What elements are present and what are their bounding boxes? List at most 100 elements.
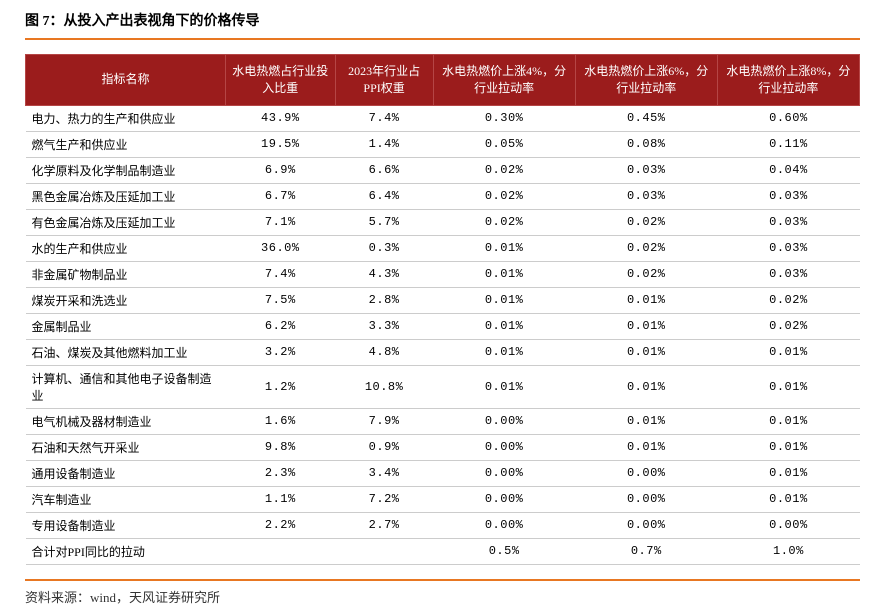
top-divider bbox=[25, 38, 860, 40]
row-value: 0.60% bbox=[717, 105, 859, 131]
table-row: 合计对PPI同比的拉动0.5%0.7%1.0% bbox=[26, 538, 860, 564]
row-value: 0.01% bbox=[575, 365, 717, 408]
row-label: 水的生产和供应业 bbox=[26, 235, 226, 261]
row-value: 0.02% bbox=[433, 157, 575, 183]
price-transmission-table: 指标名称 水电热燃占行业投入比重 2023年行业占PPI权重 水电热燃价上涨4%… bbox=[25, 54, 860, 565]
row-value: 4.3% bbox=[335, 261, 433, 287]
row-value: 2.7% bbox=[335, 512, 433, 538]
row-value: 0.3% bbox=[335, 235, 433, 261]
row-value: 2.3% bbox=[226, 460, 336, 486]
row-value: 0.01% bbox=[717, 460, 859, 486]
row-value: 0.01% bbox=[717, 486, 859, 512]
table-row: 有色金属冶炼及压延加工业7.1%5.7%0.02%0.02%0.03% bbox=[26, 209, 860, 235]
bottom-divider bbox=[25, 579, 860, 581]
table-row: 石油和天然气开采业9.8%0.9%0.00%0.01%0.01% bbox=[26, 434, 860, 460]
table-row: 电力、热力的生产和供应业43.9%7.4%0.30%0.45%0.60% bbox=[26, 105, 860, 131]
table-row: 石油、煤炭及其他燃料加工业3.2%4.8%0.01%0.01%0.01% bbox=[26, 339, 860, 365]
row-value: 0.05% bbox=[433, 131, 575, 157]
row-value: 0.11% bbox=[717, 131, 859, 157]
row-value: 0.9% bbox=[335, 434, 433, 460]
table-row: 非金属矿物制品业7.4%4.3%0.01%0.02%0.03% bbox=[26, 261, 860, 287]
row-label: 黑色金属冶炼及压延加工业 bbox=[26, 183, 226, 209]
row-value: 0.00% bbox=[433, 434, 575, 460]
row-value: 3.3% bbox=[335, 313, 433, 339]
row-value: 0.01% bbox=[717, 408, 859, 434]
row-value: 7.2% bbox=[335, 486, 433, 512]
row-value: 7.4% bbox=[226, 261, 336, 287]
row-value: 0.00% bbox=[717, 512, 859, 538]
row-value: 0.01% bbox=[433, 261, 575, 287]
row-value: 43.9% bbox=[226, 105, 336, 131]
row-value: 0.02% bbox=[575, 235, 717, 261]
row-value: 1.1% bbox=[226, 486, 336, 512]
row-value: 0.01% bbox=[433, 287, 575, 313]
table-row: 专用设备制造业2.2%2.7%0.00%0.00%0.00% bbox=[26, 512, 860, 538]
row-label: 燃气生产和供应业 bbox=[26, 131, 226, 157]
figure-title: 图 7：从投入产出表视角下的价格传导 bbox=[25, 10, 860, 30]
row-value: 0.01% bbox=[717, 365, 859, 408]
row-value: 0.03% bbox=[717, 261, 859, 287]
row-label: 有色金属冶炼及压延加工业 bbox=[26, 209, 226, 235]
row-value: 1.0% bbox=[717, 538, 859, 564]
row-value: 4.8% bbox=[335, 339, 433, 365]
row-label: 合计对PPI同比的拉动 bbox=[26, 538, 226, 564]
row-value: 0.02% bbox=[575, 209, 717, 235]
row-value: 0.02% bbox=[433, 209, 575, 235]
table-header-row: 指标名称 水电热燃占行业投入比重 2023年行业占PPI权重 水电热燃价上涨4%… bbox=[26, 55, 860, 106]
row-value: 0.01% bbox=[433, 235, 575, 261]
row-label: 石油和天然气开采业 bbox=[26, 434, 226, 460]
row-value: 2.8% bbox=[335, 287, 433, 313]
row-value: 0.00% bbox=[575, 486, 717, 512]
row-value: 0.02% bbox=[717, 313, 859, 339]
row-value: 0.03% bbox=[717, 183, 859, 209]
row-value: 0.03% bbox=[575, 183, 717, 209]
row-label: 金属制品业 bbox=[26, 313, 226, 339]
row-value: 6.6% bbox=[335, 157, 433, 183]
row-value: 0.00% bbox=[433, 512, 575, 538]
row-value: 6.4% bbox=[335, 183, 433, 209]
col-header-input-ratio: 水电热燃占行业投入比重 bbox=[226, 55, 336, 106]
col-header-pull-4pct: 水电热燃价上涨4%，分行业拉动率 bbox=[433, 55, 575, 106]
row-value: 0.00% bbox=[575, 460, 717, 486]
row-label: 化学原料及化学制品制造业 bbox=[26, 157, 226, 183]
row-value: 5.7% bbox=[335, 209, 433, 235]
row-label: 计算机、通信和其他电子设备制造业 bbox=[26, 365, 226, 408]
table-row: 电气机械及器材制造业1.6%7.9%0.00%0.01%0.01% bbox=[26, 408, 860, 434]
row-label: 专用设备制造业 bbox=[26, 512, 226, 538]
row-value: 0.03% bbox=[717, 235, 859, 261]
row-label: 汽车制造业 bbox=[26, 486, 226, 512]
table-row: 水的生产和供应业36.0%0.3%0.01%0.02%0.03% bbox=[26, 235, 860, 261]
row-value: 0.02% bbox=[433, 183, 575, 209]
row-value: 3.2% bbox=[226, 339, 336, 365]
row-value bbox=[335, 538, 433, 564]
row-value: 0.03% bbox=[575, 157, 717, 183]
row-value: 0.01% bbox=[717, 339, 859, 365]
col-header-ppi-weight: 2023年行业占PPI权重 bbox=[335, 55, 433, 106]
row-value: 0.01% bbox=[433, 313, 575, 339]
row-label: 通用设备制造业 bbox=[26, 460, 226, 486]
table-body: 电力、热力的生产和供应业43.9%7.4%0.30%0.45%0.60%燃气生产… bbox=[26, 105, 860, 564]
row-value: 0.03% bbox=[717, 209, 859, 235]
table-row: 金属制品业6.2%3.3%0.01%0.01%0.02% bbox=[26, 313, 860, 339]
row-value: 0.02% bbox=[575, 261, 717, 287]
row-value: 10.8% bbox=[335, 365, 433, 408]
row-value: 0.00% bbox=[575, 512, 717, 538]
row-value bbox=[226, 538, 336, 564]
row-value: 6.7% bbox=[226, 183, 336, 209]
table-row: 黑色金属冶炼及压延加工业6.7%6.4%0.02%0.03%0.03% bbox=[26, 183, 860, 209]
col-header-indicator: 指标名称 bbox=[26, 55, 226, 106]
row-value: 0.30% bbox=[433, 105, 575, 131]
row-value: 3.4% bbox=[335, 460, 433, 486]
row-value: 7.5% bbox=[226, 287, 336, 313]
row-label: 非金属矿物制品业 bbox=[26, 261, 226, 287]
row-value: 1.4% bbox=[335, 131, 433, 157]
col-header-pull-8pct: 水电热燃价上涨8%，分行业拉动率 bbox=[717, 55, 859, 106]
row-value: 6.9% bbox=[226, 157, 336, 183]
table-row: 通用设备制造业2.3%3.4%0.00%0.00%0.01% bbox=[26, 460, 860, 486]
row-value: 0.00% bbox=[433, 486, 575, 512]
row-value: 0.5% bbox=[433, 538, 575, 564]
row-value: 9.8% bbox=[226, 434, 336, 460]
row-value: 36.0% bbox=[226, 235, 336, 261]
row-value: 2.2% bbox=[226, 512, 336, 538]
row-label: 电力、热力的生产和供应业 bbox=[26, 105, 226, 131]
